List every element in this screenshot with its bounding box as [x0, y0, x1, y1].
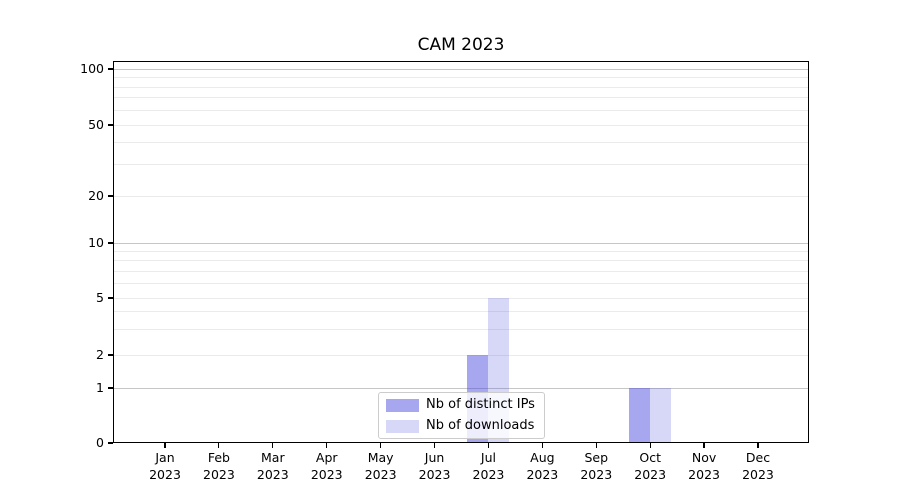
y-tick-label: 1: [96, 380, 104, 395]
x-tick: [164, 443, 166, 448]
x-tick-label-oct: Oct 2023: [634, 450, 667, 482]
y-gridline-minor: [114, 250, 808, 252]
y-tick: [108, 297, 113, 299]
y-gridline-minor: [114, 97, 808, 99]
y-gridline-minor: [114, 164, 808, 166]
x-tick: [218, 443, 220, 448]
y-tick-label: 10: [88, 235, 104, 250]
x-tick-label-sep: Sep 2023: [580, 450, 613, 482]
x-tick: [487, 443, 490, 448]
x-tick-label-dec: Dec 2023: [742, 450, 774, 482]
y-tick-label: 0: [96, 435, 104, 450]
y-gridline-major: [114, 242, 808, 244]
y-tick: [108, 242, 113, 244]
x-tick-label-jul: Jul 2023: [472, 450, 505, 482]
bar-downloads-oct: [650, 388, 672, 443]
y-tick: [108, 195, 113, 197]
x-tick-label-nov: Nov 2023: [688, 450, 720, 482]
x-tick: [595, 443, 597, 448]
x-tick-label-aug: Aug 2023: [526, 450, 559, 482]
x-tick: [380, 443, 382, 448]
legend-label-downloads: Nb of downloads: [426, 418, 535, 433]
plot-area-border: [113, 61, 809, 443]
y-gridline-minor: [114, 141, 808, 143]
y-gridline-major: [114, 387, 808, 389]
y-tick-label: 50: [88, 117, 104, 132]
x-tick: [649, 443, 651, 448]
y-gridline-minor: [114, 124, 808, 126]
y-tick-label: 2: [96, 347, 104, 362]
legend-entry-distinct-ips: Nb of distinct IPs: [386, 397, 535, 413]
x-tick: [757, 443, 759, 448]
y-gridline-minor: [114, 86, 808, 88]
y-tick: [108, 354, 113, 356]
y-tick-label: 5: [96, 290, 104, 305]
y-gridline-minor: [114, 297, 808, 299]
x-tick-label-jan: Jan 2023: [149, 450, 181, 482]
legend-swatch-downloads: [386, 419, 419, 433]
legend: Nb of distinct IPs Nb of downloads: [378, 392, 545, 439]
y-gridline-minor: [114, 270, 808, 272]
x-tick-label-apr: Apr 2023: [310, 450, 343, 482]
y-gridline-minor: [114, 354, 808, 356]
y-gridline-major: [114, 68, 808, 70]
legend-swatch-distinct-ips: [386, 398, 419, 412]
y-tick-label: 100: [80, 61, 104, 76]
x-tick-label-mar: Mar 2023: [256, 450, 289, 482]
x-tick: [272, 443, 274, 448]
bar-distinct-ips-oct: [629, 388, 651, 443]
legend-label-distinct-ips: Nb of distinct IPs: [426, 397, 535, 412]
y-gridline-minor: [114, 195, 808, 197]
legend-entry-downloads: Nb of downloads: [386, 418, 535, 434]
y-tick-label: 20: [88, 188, 104, 203]
y-tick: [108, 442, 113, 444]
y-gridline-minor: [114, 329, 808, 331]
y-tick: [108, 387, 113, 389]
y-gridline-minor: [114, 77, 808, 78]
x-tick-label-feb: Feb 2023: [203, 450, 235, 482]
y-tick: [108, 124, 113, 126]
x-tick-label-may: May 2023: [364, 450, 397, 482]
y-tick: [108, 68, 113, 70]
y-gridline-minor: [114, 109, 808, 111]
y-gridline-minor: [114, 283, 808, 285]
chart-title: CAM 2023: [417, 35, 505, 55]
x-tick: [433, 443, 436, 448]
x-tick: [703, 443, 705, 448]
x-tick: [326, 443, 328, 448]
y-gridline-minor: [114, 311, 808, 313]
y-gridline-minor: [114, 260, 808, 262]
x-tick: [541, 443, 543, 448]
x-tick-label-jun: Jun 2023: [418, 450, 451, 482]
